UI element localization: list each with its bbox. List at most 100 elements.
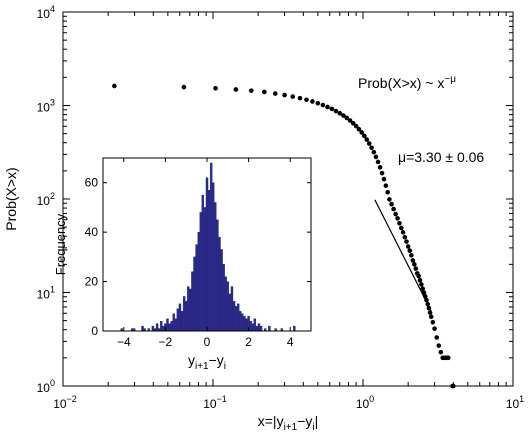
power-law-fit-line — [374, 199, 432, 312]
data-point — [375, 159, 381, 165]
histogram-bar — [218, 236, 221, 332]
histogram-bar — [230, 286, 234, 332]
data-point — [451, 383, 456, 389]
histogram-bar — [216, 219, 219, 332]
data-point — [290, 94, 296, 99]
data-point — [445, 355, 451, 361]
y-tick-label: 100 — [37, 378, 55, 395]
histogram-bar — [212, 182, 215, 332]
data-point — [350, 120, 356, 126]
data-point — [436, 343, 442, 348]
data-point — [389, 201, 394, 207]
histogram-bar — [141, 325, 144, 332]
data-point — [434, 335, 440, 340]
data-point — [395, 216, 400, 221]
histogram-bar — [234, 306, 238, 332]
histogram-bar — [168, 323, 171, 332]
data-point — [371, 149, 377, 155]
inset-axis-ticks — [103, 158, 311, 332]
data-point — [329, 106, 335, 112]
x-tick-label: 101 — [506, 394, 524, 411]
data-point — [402, 234, 408, 240]
data-point — [424, 297, 429, 303]
data-point — [262, 89, 267, 95]
histogram-bar — [259, 325, 263, 332]
data-point — [112, 83, 117, 89]
histogram-bar — [224, 276, 227, 332]
inset-x-tick-label: −2 — [159, 335, 173, 349]
histogram-bar — [243, 316, 246, 332]
histogram-bar — [166, 318, 169, 332]
data-point — [233, 87, 239, 92]
histogram-bar — [176, 308, 180, 332]
histogram-bar — [237, 303, 240, 332]
inset-y-tick-label: 60 — [85, 176, 99, 190]
y-tick-label: 101 — [37, 285, 55, 302]
data-point — [432, 326, 437, 332]
data-point — [412, 262, 417, 267]
histogram-bar — [185, 301, 188, 332]
data-point — [393, 211, 398, 217]
data-point — [416, 273, 421, 279]
histogram-bar — [178, 303, 182, 332]
data-point — [377, 165, 383, 170]
histogram-bar — [214, 202, 217, 332]
data-point — [405, 244, 411, 249]
data-point — [428, 314, 434, 320]
data-point — [373, 154, 379, 160]
data-point — [272, 91, 278, 96]
histogram-bar — [251, 323, 254, 332]
data-point — [364, 137, 370, 142]
histogram-bar — [268, 325, 271, 332]
data-point — [248, 88, 254, 93]
histogram-bar — [209, 162, 213, 332]
main-plot: 10−2 10−1 100 101 100 101 102 103 104 Prob(X>x) … — [3, 4, 524, 433]
mu-value-label: μ=3.30 ± 0.06 — [398, 149, 484, 165]
data-point — [422, 294, 428, 299]
inset-x-axis-label: yi+1−yi — [188, 352, 226, 372]
data-point — [353, 123, 359, 129]
histogram-bar — [191, 271, 194, 332]
data-point — [341, 113, 346, 118]
histogram-bar — [222, 264, 225, 332]
inset-y-axis-label: Frequency — [53, 213, 68, 275]
data-point — [410, 258, 416, 263]
histogram-bar — [182, 296, 186, 332]
data-point — [381, 176, 387, 182]
data-point — [421, 290, 427, 295]
inset-x-tick-label: −4 — [117, 335, 131, 349]
data-point — [325, 104, 330, 110]
histogram-bar — [239, 311, 242, 332]
histogram-bar — [241, 313, 244, 332]
histogram-bar — [253, 318, 257, 332]
data-point — [387, 197, 392, 202]
histogram-bar — [174, 318, 177, 332]
x-tick-label: 10−1 — [203, 394, 227, 411]
data-point — [430, 320, 436, 325]
histogram-bar — [207, 189, 211, 332]
histogram-bar — [203, 207, 207, 332]
power-law-formula: Prob(X>x) ~ x−μ — [358, 74, 456, 91]
data-point — [310, 99, 315, 104]
histogram-bar — [170, 320, 173, 332]
histogram-bar — [232, 301, 236, 332]
inset-y-tick-label: 20 — [85, 275, 99, 289]
inset-x-tick-label: 4 — [287, 335, 294, 349]
histogram-bar — [228, 293, 232, 332]
histogram-bar — [245, 318, 248, 332]
histogram-bar — [201, 194, 205, 332]
histogram-bar — [255, 325, 259, 332]
data-point — [400, 230, 406, 235]
histogram-bar — [226, 281, 229, 332]
data-point — [407, 248, 413, 253]
histogram-bar — [189, 288, 192, 332]
histogram-bar — [195, 244, 198, 332]
data-point — [366, 141, 372, 146]
x-axis-label: x=|yi+1−yi| — [258, 413, 319, 433]
data-point — [347, 118, 353, 123]
data-point — [304, 97, 309, 103]
data-point — [297, 95, 303, 101]
histogram-bar — [193, 256, 196, 332]
data-point — [409, 252, 414, 258]
